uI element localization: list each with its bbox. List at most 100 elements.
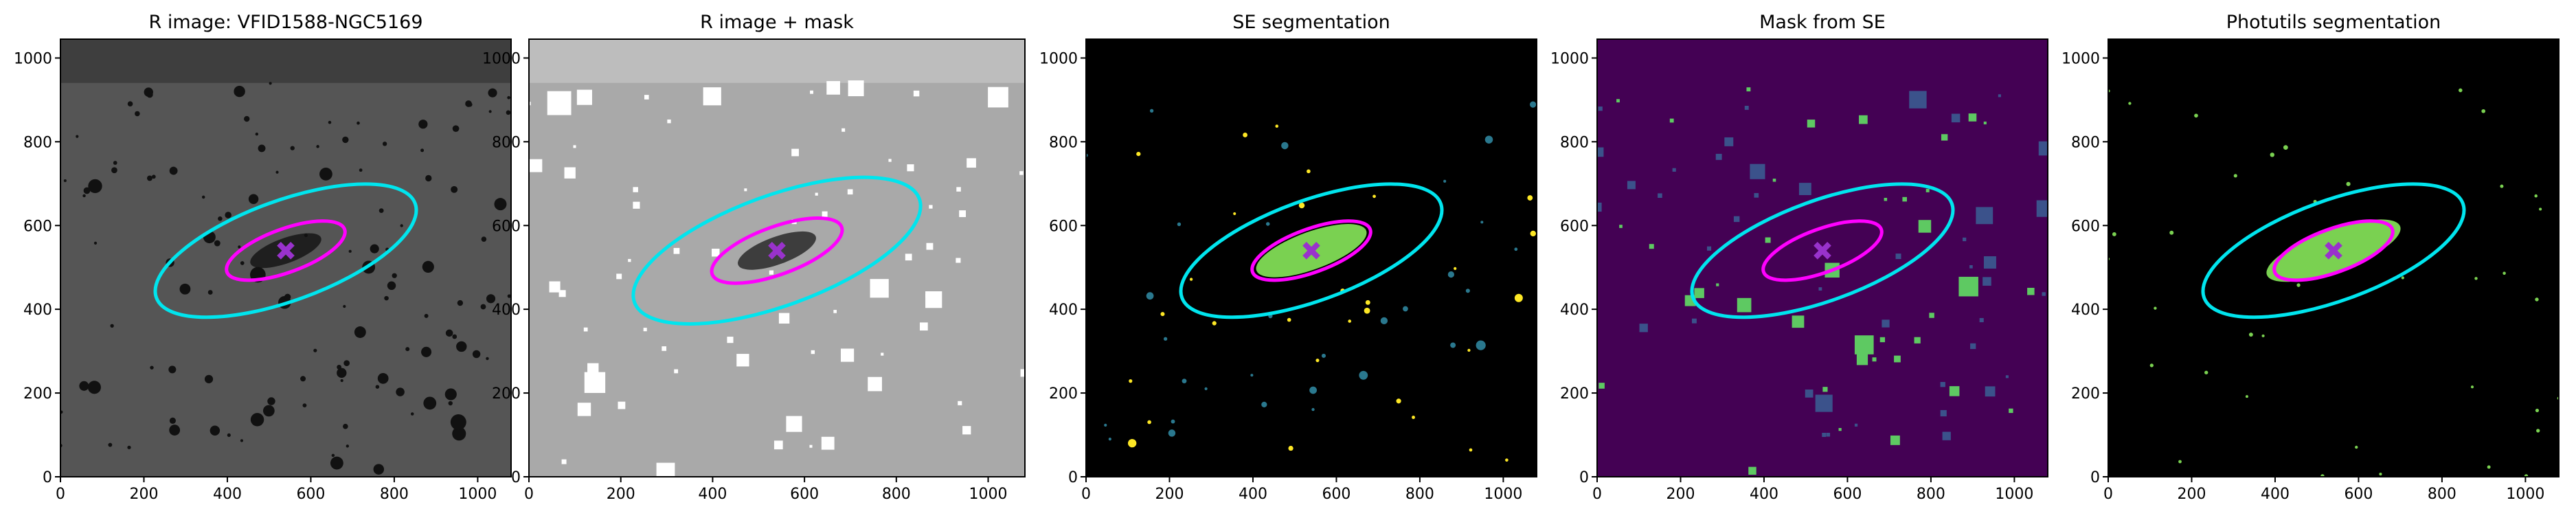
blob <box>2204 370 2208 374</box>
mask-blob <box>2009 408 2013 414</box>
mask-blob <box>1925 188 1930 192</box>
blob <box>2178 460 2182 464</box>
mask-blob <box>1879 337 1886 343</box>
x-tick-label: 400 <box>698 486 727 503</box>
x-tick-label: 600 <box>790 486 819 503</box>
x-tick-label: 400 <box>1750 486 1778 503</box>
blob <box>218 216 223 221</box>
mask-blob <box>848 80 864 97</box>
axes-frame <box>60 38 512 477</box>
blob <box>481 236 487 242</box>
mask-blob <box>1706 246 1712 251</box>
blob <box>354 326 366 338</box>
y-tick-label: 600 <box>1049 218 1078 235</box>
blob <box>405 347 410 352</box>
blob <box>1514 247 1518 251</box>
blob <box>269 82 272 85</box>
mask-blob <box>809 444 813 448</box>
mask-blob <box>628 258 631 262</box>
blob <box>2535 408 2540 413</box>
axes-frame <box>528 38 1026 477</box>
blob <box>423 396 437 410</box>
mask-blob <box>1949 386 1960 396</box>
panel: Photutils segmentation 0 200 400 600 800 1000 0… <box>2061 12 2560 503</box>
panel-title: SE segmentation <box>1232 12 1390 33</box>
mask-blob <box>643 328 647 332</box>
blob <box>1403 306 1408 312</box>
mask-blob <box>1872 357 1877 362</box>
blob <box>1359 370 1368 380</box>
y-tick-label: 1000 <box>14 50 52 67</box>
mask-blob <box>1627 181 1636 190</box>
blob <box>448 401 453 406</box>
x-tick-label: 1000 <box>1484 486 1522 503</box>
mask-blob <box>1792 315 1805 328</box>
blob <box>150 365 154 370</box>
mask-blob <box>584 372 606 393</box>
blob <box>1204 387 1208 390</box>
mask-blob <box>1815 394 1833 412</box>
blob <box>1233 212 1236 216</box>
blob <box>424 313 429 318</box>
mask-blob <box>1798 183 1811 196</box>
x-tick-label: 200 <box>1155 486 1184 503</box>
blob <box>452 125 460 132</box>
mask-blob <box>1716 283 1719 286</box>
y-tick-label: 0 <box>511 469 521 486</box>
blob <box>420 148 425 153</box>
inner-ellipse <box>710 216 844 285</box>
mask-blob <box>1744 105 1749 110</box>
blob <box>331 453 335 458</box>
mask-blob <box>881 352 884 356</box>
mask-blob <box>1672 168 1676 172</box>
mask-blob <box>583 327 588 332</box>
y-tick-label: 200 <box>2071 385 2100 403</box>
blob <box>1108 438 1111 441</box>
blob <box>2481 109 2486 113</box>
mask-blob <box>1940 409 1947 417</box>
x-tick-label: 600 <box>2344 486 2373 503</box>
blob <box>168 365 177 374</box>
blob <box>2535 297 2539 302</box>
blob <box>255 133 259 136</box>
panel-title: R image: VFID1588-NGC5169 <box>148 12 422 33</box>
mask-blob <box>925 291 942 308</box>
outer-ellipse <box>2201 182 2466 319</box>
blob <box>290 146 295 150</box>
blob <box>2233 174 2237 178</box>
mask-blob <box>1970 343 1976 350</box>
blob <box>2169 230 2174 235</box>
mask-blob <box>778 313 790 324</box>
mask-blob <box>1737 297 1752 313</box>
blob <box>1396 398 1401 404</box>
outer-ellipse <box>631 175 923 326</box>
x-tick-label: 200 <box>129 486 158 503</box>
mask-blob <box>1983 121 1987 125</box>
mask-blob <box>1902 196 1907 202</box>
blob <box>343 304 346 308</box>
mask-blob <box>1750 164 1765 179</box>
mask-blob <box>558 290 566 297</box>
mask-blob <box>822 211 828 217</box>
blob <box>1275 124 1279 128</box>
image-band <box>529 39 1025 83</box>
blob <box>1147 420 1151 425</box>
blob <box>507 95 510 100</box>
blob <box>2470 385 2474 389</box>
blob <box>1530 230 1536 237</box>
blob <box>445 329 453 337</box>
y-tick-label: 0 <box>1579 469 1589 486</box>
blob <box>507 294 511 298</box>
blob <box>225 212 231 218</box>
blob <box>425 174 432 182</box>
mask-blob <box>967 158 976 168</box>
mask-blob <box>1940 381 1945 387</box>
blob <box>1212 321 1217 326</box>
mask-blob <box>573 145 576 148</box>
x-tick-label: 600 <box>1322 486 1351 503</box>
mask-blob <box>633 201 640 209</box>
mask-blob <box>840 348 855 362</box>
mask-blob <box>1838 428 1842 431</box>
mask-blob <box>833 310 837 313</box>
blob <box>87 381 101 394</box>
